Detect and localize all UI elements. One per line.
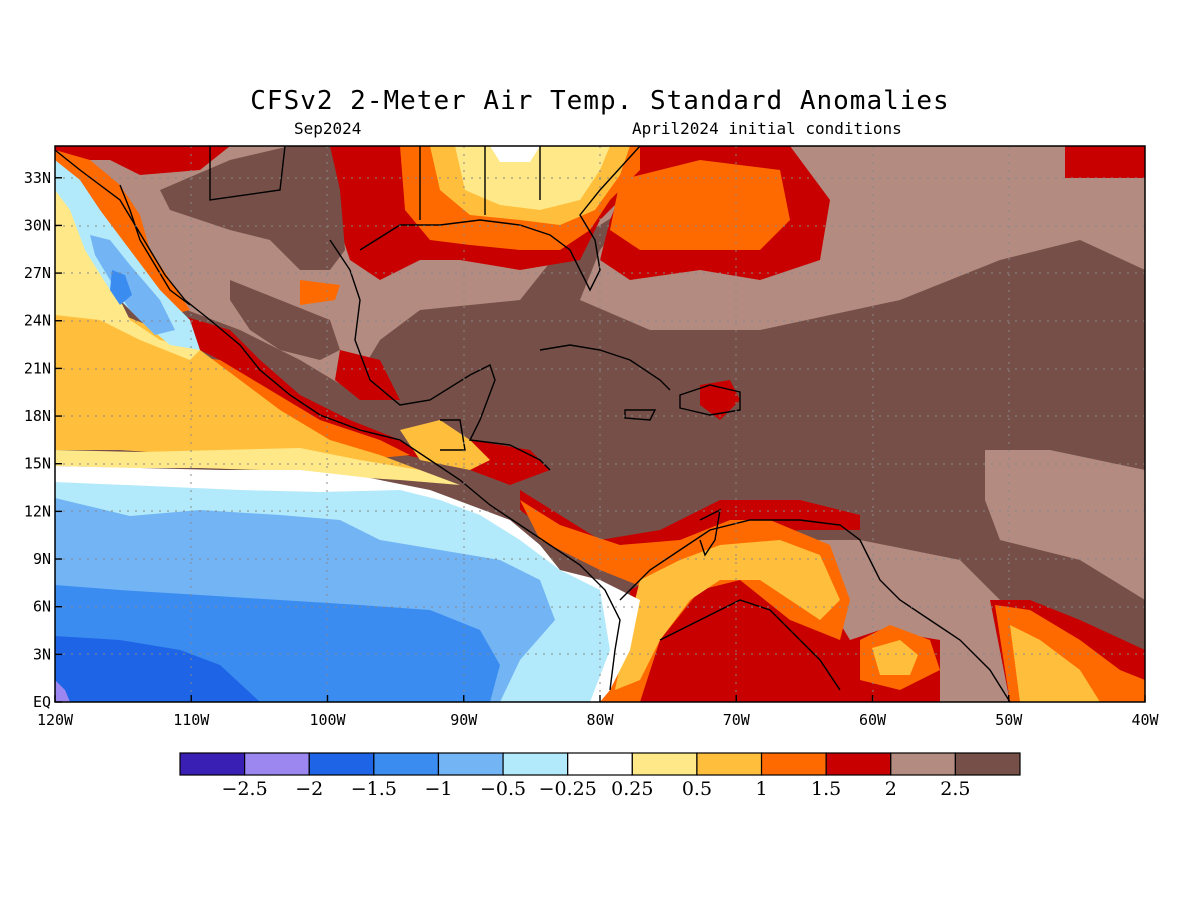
initial-conditions-label: April2024 initial conditions xyxy=(632,119,902,138)
lon-tick-label: 80W xyxy=(586,711,614,729)
field-paleyellow-gulf xyxy=(455,146,610,210)
colorbar-label: 1.5 xyxy=(811,778,841,800)
field-lightorange-guiana xyxy=(872,640,918,675)
field-lightorange-ca xyxy=(400,420,490,470)
colorbar-swatch xyxy=(244,752,310,776)
colorbar-label: −2.5 xyxy=(222,778,268,800)
colorbar-swatch xyxy=(502,752,569,776)
lon-tick-label: 70W xyxy=(723,711,751,729)
field-white-gulf xyxy=(490,146,540,162)
field-paleyellow-pacific xyxy=(55,180,200,360)
lon-tick-label: 40W xyxy=(1131,711,1159,729)
colorbar-label: 2.5 xyxy=(940,778,970,800)
field-brown-mexico xyxy=(160,146,345,270)
colorbar-label: −1.5 xyxy=(351,778,397,800)
lon-tick-label: 110W xyxy=(173,711,210,729)
field-purple xyxy=(55,680,70,702)
colorbar-swatch xyxy=(373,752,440,776)
field-paleyellow-band xyxy=(55,448,460,485)
lat-tick-label: 6N xyxy=(33,598,51,616)
colorbar-swatch xyxy=(308,752,375,776)
colorbar-label: −0.5 xyxy=(480,778,526,800)
colorbar-label: 2 xyxy=(885,778,897,800)
field-paleblue-baja xyxy=(55,160,200,350)
field-orange-westcoast xyxy=(55,150,190,315)
lon-tick-label: 90W xyxy=(450,711,478,729)
field-lightorange-pacific xyxy=(55,300,420,475)
colorbar-swatch xyxy=(760,752,827,776)
colorbar-swatch xyxy=(179,752,246,776)
lat-tick-label: 24N xyxy=(24,312,51,330)
lat-tick-label: 30N xyxy=(24,216,51,234)
lon-axis: 120W 110W 100W 90W 80W 70W 60W 50W 40W xyxy=(37,695,1160,729)
field-darkblue xyxy=(55,636,260,702)
map-title: CFSv2 2-Meter Air Temp. Standard Anomali… xyxy=(250,86,950,116)
colorbar: −2.5 −2 −1.5 −1 −0.5 −0.25 0.25 0.5 1 1.5 2 2.5 xyxy=(179,752,1021,800)
field-orange-mex xyxy=(300,280,340,305)
field-lightblue-baja xyxy=(90,235,175,335)
lat-tick-label: 18N xyxy=(24,407,51,425)
colorbar-swatch xyxy=(437,752,504,776)
lat-axis: EQ 3N 6N 9N 12N 15N 18N 21N 24N 27N 30N 33N xyxy=(24,169,62,711)
field-red-topright xyxy=(1065,146,1145,178)
lat-tick-label: EQ xyxy=(33,693,51,711)
colorbar-swatch xyxy=(890,752,956,776)
colorbar-swatch xyxy=(631,752,698,776)
coastlines xyxy=(55,146,1011,702)
lon-tick-label: 120W xyxy=(37,711,74,729)
lat-tick-label: 9N xyxy=(33,550,51,568)
colorbar-swatch xyxy=(567,752,633,776)
lat-tick-label: 21N xyxy=(24,359,51,377)
lon-tick-label: 60W xyxy=(859,711,887,729)
colorbar-label: −2 xyxy=(295,778,323,800)
colorbar-swatch xyxy=(825,752,892,776)
colorbar-label: −1 xyxy=(424,778,452,800)
lat-tick-label: 27N xyxy=(24,264,51,282)
lat-tick-label: 33N xyxy=(24,169,51,187)
field-lightbrown-east xyxy=(985,450,1145,600)
anomaly-field xyxy=(55,146,1145,702)
lon-tick-label: 100W xyxy=(309,711,346,729)
colorbar-swatch xyxy=(696,752,763,776)
valid-month-label: Sep2024 xyxy=(294,119,362,138)
field-red-topleft xyxy=(55,146,230,175)
colorbar-label: 1 xyxy=(755,778,767,800)
colorbar-label: −0.25 xyxy=(539,778,597,800)
gridlines xyxy=(55,146,1145,702)
colorbar-swatch xyxy=(954,752,1021,776)
colorbar-label: 0.25 xyxy=(611,778,653,800)
colorbar-label: 0.5 xyxy=(682,778,712,800)
field-lightorange-sa xyxy=(615,540,840,690)
lat-tick-label: 15N xyxy=(24,455,51,473)
field-orange-atlantic xyxy=(610,160,790,250)
field-blue-baja xyxy=(110,270,132,305)
lon-tick-label: 50W xyxy=(995,711,1023,729)
lat-tick-label: 12N xyxy=(24,502,51,520)
field-red-hond xyxy=(470,440,550,485)
lat-tick-label: 3N xyxy=(33,645,51,663)
field-brown-central xyxy=(230,280,340,360)
field-lightorange-east xyxy=(1010,625,1100,702)
field-red-mexcoast xyxy=(180,315,430,460)
